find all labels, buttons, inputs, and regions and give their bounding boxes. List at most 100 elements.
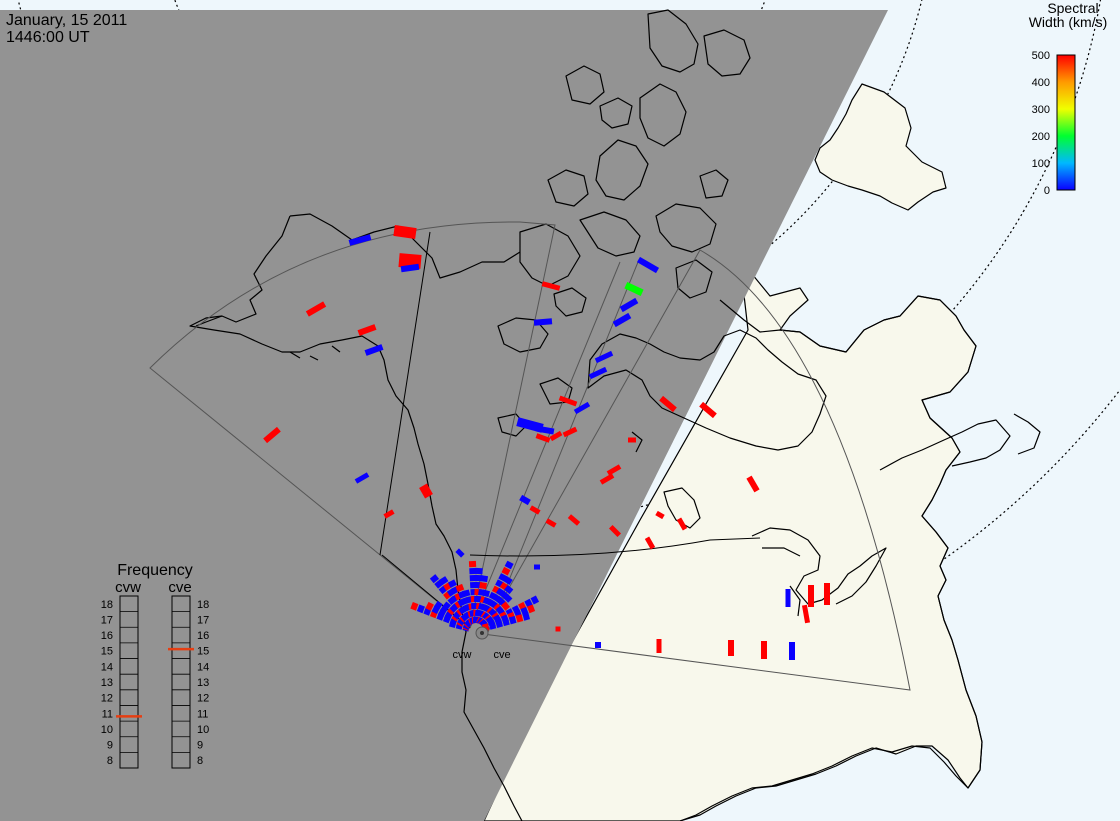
echo-cell bbox=[480, 575, 489, 583]
echo-cell bbox=[606, 464, 622, 476]
frequency-tick-label: 18 bbox=[197, 599, 209, 611]
echo-cell bbox=[410, 602, 419, 611]
echo-cell bbox=[801, 604, 811, 624]
echo-cell bbox=[416, 604, 425, 614]
echo-cell bbox=[746, 475, 760, 493]
echo-cell bbox=[354, 472, 370, 484]
echo-cell bbox=[533, 318, 553, 326]
cvw-fov bbox=[149, 221, 556, 629]
inner-beam-line bbox=[379, 231, 431, 556]
great-lakes bbox=[751, 527, 887, 617]
gulf-coast bbox=[679, 745, 969, 821]
frequency-tick-label: 8 bbox=[107, 755, 113, 767]
echo-cell bbox=[555, 626, 561, 632]
echo-cell bbox=[455, 548, 465, 558]
radar-label-cvw: cvw bbox=[453, 649, 472, 661]
echo-cell bbox=[594, 350, 614, 364]
beam-track-a bbox=[469, 261, 639, 633]
echo-cell bbox=[789, 642, 795, 660]
frequency-tick-label: 14 bbox=[101, 661, 113, 673]
echo-cell bbox=[785, 589, 791, 607]
echo-cell bbox=[383, 509, 395, 519]
echo-cell bbox=[515, 614, 524, 623]
night-shading bbox=[0, 10, 888, 821]
colorbar-tick-label: 100 bbox=[1032, 158, 1050, 170]
cve-fov bbox=[482, 249, 911, 691]
frequency-tick-label: 8 bbox=[197, 755, 203, 767]
frequency-tick-label: 13 bbox=[101, 677, 113, 689]
echo-cell bbox=[439, 576, 449, 585]
aleutians bbox=[195, 315, 341, 361]
echo-cell bbox=[348, 234, 372, 246]
echo-cell bbox=[567, 514, 581, 526]
colorbar-title-line1: Spectral bbox=[1047, 0, 1098, 16]
radar-label-cve: cve bbox=[493, 649, 510, 661]
frequency-tick-label: 14 bbox=[197, 661, 209, 673]
echo-cell bbox=[527, 604, 536, 614]
greenland bbox=[814, 83, 947, 211]
echo-cell bbox=[519, 494, 531, 506]
echo-cell bbox=[504, 560, 514, 570]
radar-site-marker bbox=[480, 631, 484, 635]
echo-cell bbox=[535, 433, 551, 443]
frequency-radar-label-cvw: cvw bbox=[115, 579, 141, 596]
echo-cell bbox=[263, 426, 281, 444]
hudson-bay bbox=[587, 329, 827, 451]
echo-cell bbox=[599, 473, 615, 485]
frequency-tick-label: 16 bbox=[197, 630, 209, 642]
echo-cell bbox=[619, 297, 639, 313]
echo-cell bbox=[824, 583, 830, 605]
echo-cell bbox=[644, 536, 656, 550]
arctic-islands-north bbox=[565, 9, 751, 105]
echo-cell bbox=[433, 600, 443, 611]
echo-cell bbox=[503, 593, 513, 603]
frequency-tick-label: 18 bbox=[101, 599, 113, 611]
frequency-tick-label: 11 bbox=[197, 708, 208, 720]
echo-cell bbox=[495, 619, 503, 628]
prairie-lakes bbox=[631, 431, 701, 529]
echo-cell bbox=[488, 621, 497, 630]
frequency-tick-label: 13 bbox=[197, 677, 209, 689]
echo-cell bbox=[462, 589, 471, 598]
echo-cell bbox=[656, 639, 662, 653]
labrador-coast bbox=[719, 295, 977, 453]
frequency-tick-label: 17 bbox=[101, 614, 113, 626]
echo-cell bbox=[530, 595, 540, 605]
echo-cell bbox=[500, 601, 511, 611]
echo-cell bbox=[562, 426, 578, 438]
frequency-tick-label: 15 bbox=[197, 646, 209, 658]
echo-cell bbox=[655, 510, 665, 520]
echo-cell bbox=[628, 437, 636, 443]
echo-cell bbox=[425, 601, 434, 611]
echo-cell bbox=[541, 281, 561, 291]
colorbar: Spectral Width (km/s) 0 100 200 300 400 500 bbox=[1029, 0, 1108, 197]
date-label: January, 15 2011 bbox=[6, 12, 127, 29]
echo-cell bbox=[455, 583, 465, 593]
echo-cell bbox=[441, 601, 452, 611]
frequency-panel: Frequency cvw cve 18 17 16 15 14 13 12 11 10 9 8 18… bbox=[101, 562, 209, 769]
victoria-island bbox=[497, 287, 587, 353]
frequency-gauge bbox=[119, 595, 139, 769]
echo-cell bbox=[761, 641, 767, 659]
frequency-gauge bbox=[171, 595, 191, 769]
echo-cell bbox=[468, 560, 477, 568]
echo-cell bbox=[475, 567, 483, 575]
atlantic-coast bbox=[921, 451, 983, 789]
frequency-title: Frequency bbox=[117, 562, 193, 579]
echo-cell bbox=[481, 589, 490, 598]
echo-cell bbox=[808, 585, 814, 607]
echo-cell bbox=[400, 263, 420, 273]
colorbar-tick-label: 400 bbox=[1032, 77, 1050, 89]
colorbar-title-line2: Width (km/s) bbox=[1029, 14, 1108, 30]
echo-cell bbox=[573, 401, 591, 415]
colorbar-gradient bbox=[1056, 54, 1076, 191]
echo-cell bbox=[529, 505, 541, 515]
echo-cell bbox=[501, 566, 511, 576]
echo-cell bbox=[502, 617, 510, 627]
echo-cell bbox=[357, 324, 377, 336]
echo-cell bbox=[503, 576, 513, 585]
echo-cell bbox=[545, 518, 557, 528]
echo-cell bbox=[612, 312, 632, 328]
echo-cell bbox=[534, 564, 540, 570]
